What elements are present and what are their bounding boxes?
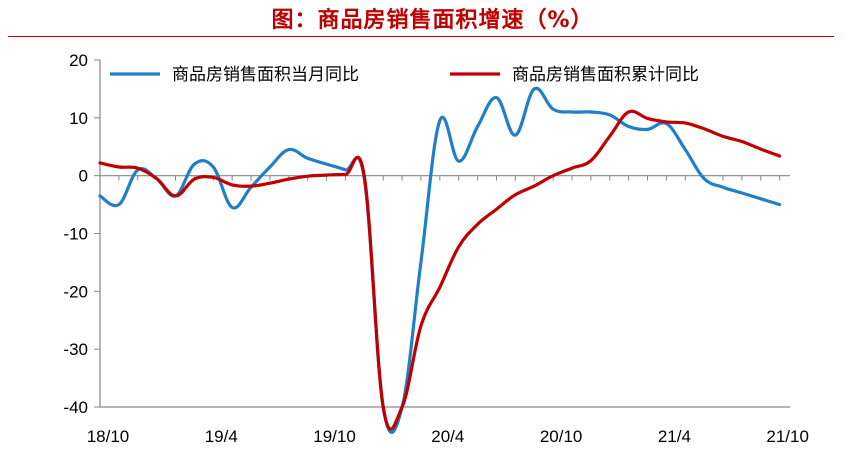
chart-title: 图：商品房销售面积增速（%） bbox=[271, 8, 594, 33]
chart-legend: 商品房销售面积当月同比 商品房销售面积累计同比 bbox=[110, 65, 699, 85]
y-tick-label: 0 bbox=[79, 167, 88, 186]
legend-label: 商品房销售面积累计同比 bbox=[512, 65, 699, 85]
y-tick-label: 20 bbox=[69, 51, 88, 70]
series-line-monthly bbox=[98, 86, 782, 434]
x-tick-label: 19/4 bbox=[205, 427, 238, 446]
x-tick-label: 21/4 bbox=[658, 427, 691, 446]
title-divider bbox=[8, 36, 834, 37]
y-tick-label: -30 bbox=[63, 340, 88, 359]
y-tick-label: 10 bbox=[69, 109, 88, 128]
legend-item-cumulative: 商品房销售面积累计同比 bbox=[450, 65, 699, 85]
legend-label: 商品房销售面积当月同比 bbox=[172, 65, 359, 85]
y-tick-label: -10 bbox=[63, 225, 88, 244]
y-tick-label: -20 bbox=[63, 282, 88, 301]
x-tick-label: 20/10 bbox=[540, 427, 583, 446]
x-tick-label: 20/4 bbox=[431, 427, 464, 446]
series-layer bbox=[98, 86, 782, 434]
chart-axes: 20 10 0 -10 -20 -30 -40 18/10 19/4 19/10 20/4 20/10… bbox=[63, 51, 809, 446]
x-tick-label: 19/10 bbox=[313, 427, 356, 446]
x-tick-label: 18/10 bbox=[87, 427, 130, 446]
y-tick-label: -40 bbox=[63, 398, 88, 417]
legend-item-monthly: 商品房销售面积当月同比 bbox=[110, 65, 359, 85]
series-line-cumulative bbox=[98, 109, 782, 431]
x-tick-label: 21/10 bbox=[766, 427, 809, 446]
